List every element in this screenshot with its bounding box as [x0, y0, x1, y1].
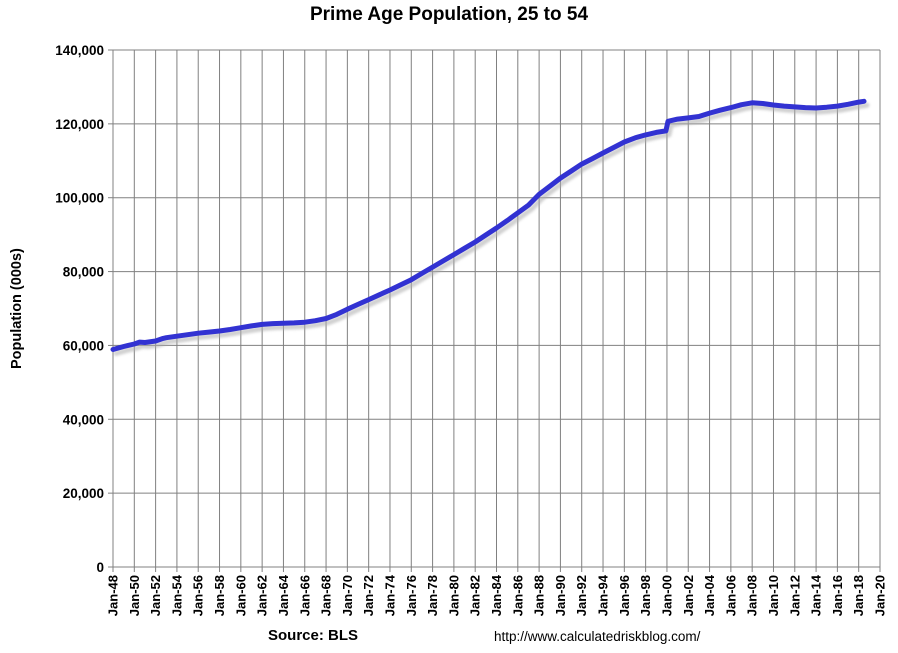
x-tick-label: Jan-20 — [873, 575, 888, 616]
x-tick-label: Jan-58 — [212, 575, 227, 616]
x-tick-label: Jan-74 — [382, 574, 397, 616]
x-tick-label: Jan-62 — [255, 575, 270, 616]
x-tick-label: Jan-70 — [340, 575, 355, 616]
y-tick-label: 0 — [96, 560, 104, 575]
x-tick-label: Jan-96 — [617, 575, 632, 616]
x-tick-label: Jan-52 — [148, 575, 163, 616]
x-tick-label: Jan-00 — [659, 575, 674, 616]
x-tick-label: Jan-02 — [681, 575, 696, 616]
y-tick-label: 20,000 — [63, 486, 104, 501]
x-tick-label: Jan-04 — [702, 574, 717, 616]
x-tick-label: Jan-80 — [446, 575, 461, 616]
x-tick-label: Jan-10 — [766, 575, 781, 616]
source-note: Source: BLS — [268, 627, 359, 644]
x-tick-label: Jan-18 — [851, 575, 866, 616]
x-tick-label: Jan-92 — [574, 575, 589, 616]
x-tick-label: Jan-12 — [787, 575, 802, 616]
x-tick-label: Jan-48 — [106, 575, 121, 616]
x-tick-label: Jan-08 — [745, 575, 760, 616]
x-tick-label: Jan-68 — [319, 575, 334, 616]
x-tick-label: Jan-78 — [425, 575, 440, 616]
x-tick-label: Jan-16 — [830, 575, 845, 616]
url-note: http://www.calculatedriskblog.com/ — [494, 629, 701, 644]
x-tick-label: Jan-14 — [809, 574, 824, 616]
x-tick-label: Jan-86 — [510, 575, 525, 616]
chart-title: Prime Age Population, 25 to 54 — [309, 4, 589, 25]
y-tick-label: 80,000 — [63, 265, 104, 280]
y-tick-label: 100,000 — [55, 191, 104, 206]
x-tick-label: Jan-76 — [404, 575, 419, 616]
x-tick-label: Jan-54 — [169, 574, 184, 616]
x-tick-label: Jan-64 — [276, 574, 291, 616]
y-tick-label: 60,000 — [63, 338, 104, 353]
x-tick-label: Jan-94 — [596, 574, 611, 616]
x-tick-label: Jan-50 — [127, 575, 142, 616]
x-tick-label: Jan-06 — [723, 575, 738, 616]
x-tick-label: Jan-60 — [233, 575, 248, 616]
y-tick-label: 40,000 — [63, 412, 104, 427]
x-tick-label: Jan-56 — [191, 575, 206, 616]
x-tick-label: Jan-90 — [553, 575, 568, 616]
y-tick-label: 140,000 — [55, 43, 104, 58]
line-shadow — [113, 102, 870, 356]
x-tick-label: Jan-84 — [489, 574, 504, 616]
x-tick-label: Jan-72 — [361, 575, 376, 616]
x-tick-label: Jan-66 — [297, 575, 312, 616]
population-line — [110, 98, 867, 352]
y-tick-label: 120,000 — [55, 117, 104, 132]
x-tick-label: Jan-88 — [532, 575, 547, 616]
x-tick-label: Jan-82 — [468, 575, 483, 616]
x-tick-label: Jan-98 — [638, 575, 653, 616]
